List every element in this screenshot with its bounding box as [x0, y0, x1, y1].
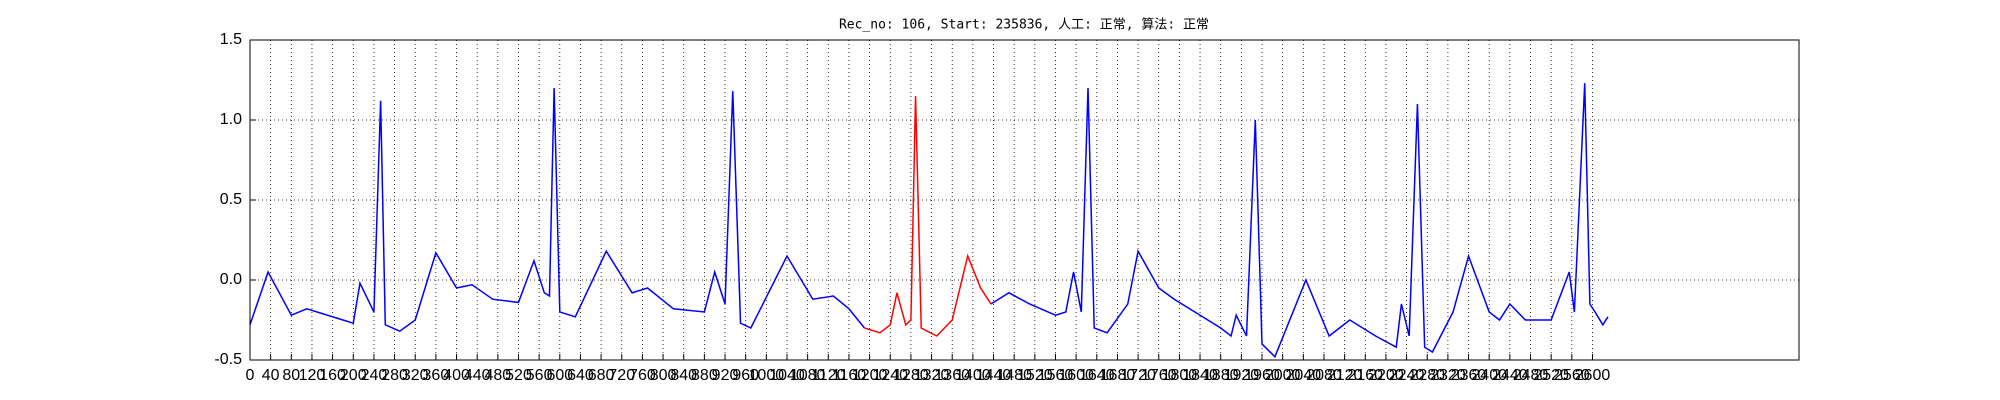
x-tick-label: 0	[246, 367, 255, 384]
plot-frame	[249, 39, 1800, 361]
x-tick-label: 840	[670, 367, 697, 384]
x-tick-label: 160	[319, 367, 346, 384]
y-tick-label: 0.0	[220, 271, 242, 288]
x-tick-label: 2440	[1492, 367, 1528, 384]
x-tick-label: 240	[361, 367, 388, 384]
x-tick-label: 1400	[955, 367, 991, 384]
x-tick-label: 560	[526, 367, 553, 384]
ecg-line	[864, 95, 992, 337]
x-tick-label: 800	[650, 367, 677, 384]
x-tick-label: 600	[546, 367, 573, 384]
x-tick-label: 2160	[1347, 367, 1383, 384]
x-tick-label: 200	[340, 367, 367, 384]
x-tick-label: 680	[588, 367, 615, 384]
x-tick-label: 1320	[914, 367, 950, 384]
chart-title: Rec_no: 106, Start: 235836, 人工: 正常, 算法: …	[839, 18, 1209, 33]
x-tick-label: 1520	[1017, 367, 1053, 384]
x-tick-label: 2600	[1575, 367, 1611, 384]
x-tick-label: 480	[484, 367, 511, 384]
x-tick-label: 1120	[811, 367, 846, 384]
x-tick-label: 1920	[1224, 367, 1260, 384]
y-tick-label: -0.5	[214, 351, 242, 368]
x-tick-label: 720	[608, 367, 635, 384]
x-tick-label: 280	[381, 367, 408, 384]
x-tick-label: 2280	[1409, 367, 1445, 384]
x-tick-label: 1480	[996, 367, 1032, 384]
x-tick-label: 520	[505, 367, 532, 384]
x-tick-label: 1440	[976, 367, 1012, 384]
ecg-line	[249, 83, 1609, 359]
x-tick-label: 1640	[1079, 367, 1115, 384]
y-tick-label: 0.5	[220, 191, 242, 208]
x-tick-label: 2000	[1265, 367, 1301, 384]
x-tick-label: 1200	[852, 367, 888, 384]
x-tick-label: 1080	[790, 367, 826, 384]
x-tick-label: 640	[567, 367, 594, 384]
x-tick-label: 2400	[1471, 367, 1507, 384]
x-tick-label: 120	[299, 367, 326, 384]
x-tick-label: 1680	[1100, 367, 1136, 384]
x-tick-label: 2320	[1430, 367, 1466, 384]
x-tick-label: 1800	[1162, 367, 1198, 384]
x-tick-label: 440	[464, 367, 491, 384]
x-tick-label: 2120	[1327, 367, 1363, 384]
x-tick-label: 320	[402, 367, 429, 384]
x-tick-label: 2360	[1451, 367, 1487, 384]
x-tick-label: 1960	[1244, 367, 1280, 384]
x-tick-label: 2080	[1306, 367, 1342, 384]
x-tick-label: 1160	[832, 367, 867, 384]
x-tick-label: 360	[423, 367, 450, 384]
x-tick-label: 1000	[749, 367, 785, 384]
x-tick-label: 1880	[1203, 367, 1239, 384]
x-tick-label: 1840	[1182, 367, 1218, 384]
x-tick-label: 40	[262, 367, 280, 384]
x-tick-label: 1720	[1120, 367, 1156, 384]
x-tick-label: 2480	[1513, 367, 1549, 384]
x-tick-label: 1280	[893, 367, 929, 384]
x-tick-label: 880	[691, 367, 718, 384]
x-tick-label: 1560	[1038, 367, 1074, 384]
y-tick-label: 1.0	[220, 111, 242, 128]
x-tick-label: 920	[712, 367, 739, 384]
x-tick-label: 760	[629, 367, 656, 384]
x-tick-label: 2520	[1533, 367, 1569, 384]
x-tick-label: 1040	[769, 367, 805, 384]
x-tick-label: 2560	[1554, 367, 1590, 384]
x-tick-label: 1760	[1141, 367, 1177, 384]
x-tick-label: 80	[282, 367, 300, 384]
x-tick-label: 1360	[934, 367, 970, 384]
x-tick-label: 400	[443, 367, 470, 384]
x-tick-label: 1600	[1058, 367, 1094, 384]
x-tick-label: 2200	[1368, 367, 1404, 384]
x-tick-label: 960	[732, 367, 759, 384]
x-tick-label: 1240	[872, 367, 908, 384]
y-tick-label: 1.5	[220, 31, 242, 48]
x-tick-label: 2240	[1389, 367, 1425, 384]
x-tick-label: 2040	[1286, 367, 1322, 384]
